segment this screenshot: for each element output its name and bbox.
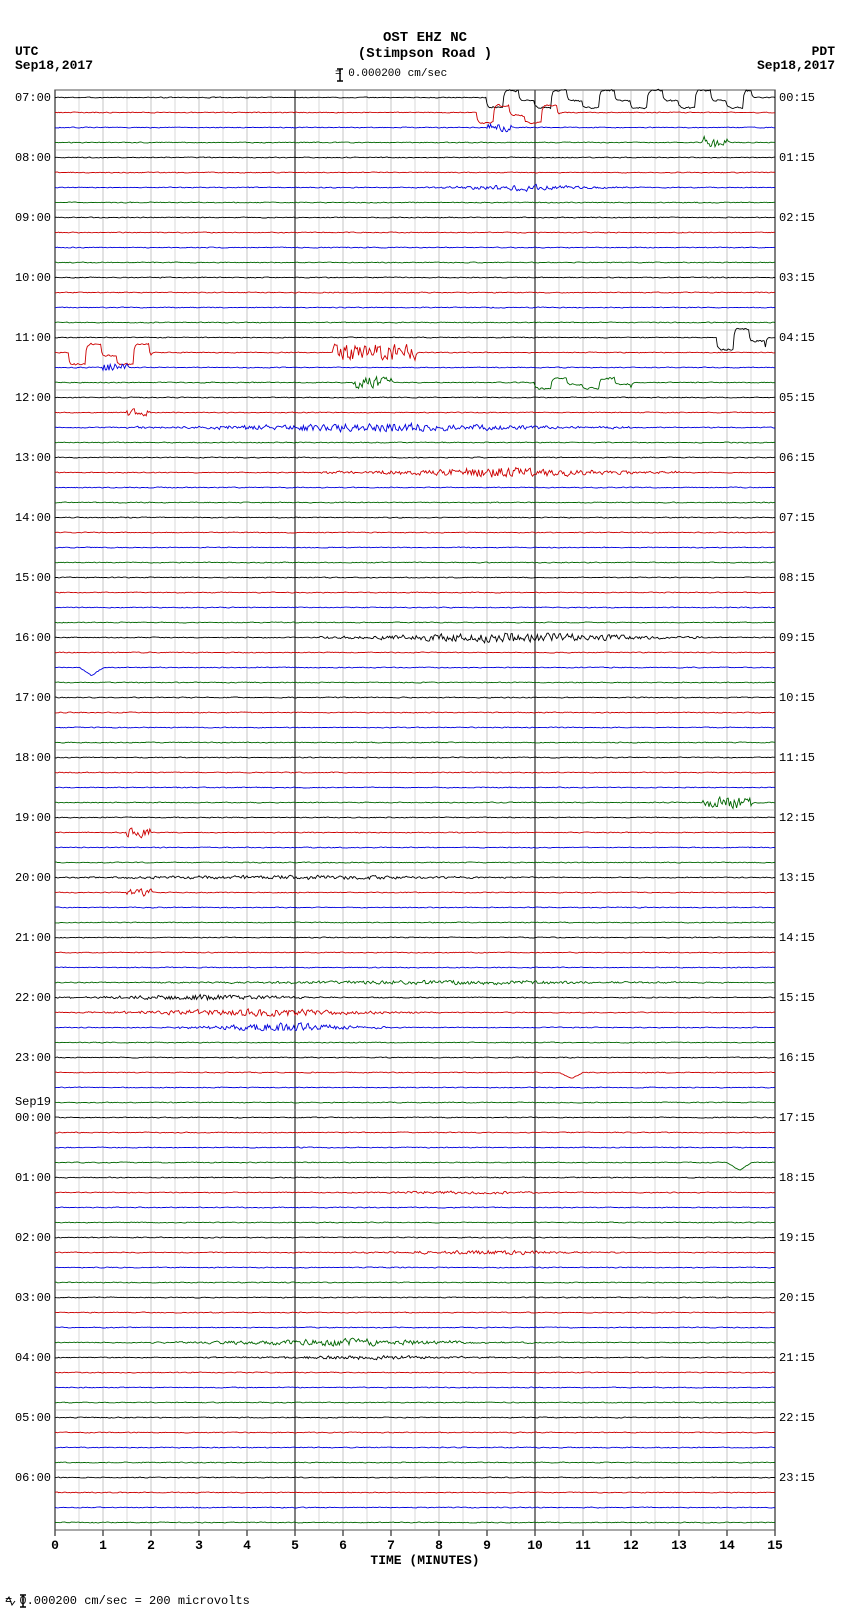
left-time-label: 13:00	[15, 451, 51, 465]
right-time-label: 11:15	[779, 751, 815, 765]
left-time-label: 08:00	[15, 151, 51, 165]
right-time-label: 15:15	[779, 991, 815, 1005]
right-time-label: 20:15	[779, 1291, 815, 1305]
left-time-label: 14:00	[15, 511, 51, 525]
left-time-label: 07:00	[15, 91, 51, 105]
right-time-label: 01:15	[779, 151, 815, 165]
x-tick-label: 2	[141, 1538, 161, 1553]
right-time-label: 00:15	[779, 91, 815, 105]
x-tick-label: 4	[237, 1538, 257, 1553]
right-time-label: 07:15	[779, 511, 815, 525]
right-time-label: 05:15	[779, 391, 815, 405]
right-time-label: 12:15	[779, 811, 815, 825]
x-tick-label: 13	[669, 1538, 689, 1553]
x-tick-label: 14	[717, 1538, 737, 1553]
left-time-label: 16:00	[15, 631, 51, 645]
plot-area	[0, 0, 850, 1613]
right-time-label: 08:15	[779, 571, 815, 585]
left-time-label: 06:00	[15, 1471, 51, 1485]
x-tick-label: 9	[477, 1538, 497, 1553]
x-tick-label: 3	[189, 1538, 209, 1553]
footer-scale: = 0.000200 cm/sec = 200 microvolts	[5, 1594, 250, 1608]
left-time-label: 04:00	[15, 1351, 51, 1365]
seismogram-chart: OST EHZ NC (Stimpson Road ) = 0.000200 c…	[0, 0, 850, 1613]
right-time-label: 13:15	[779, 871, 815, 885]
left-time-label: 21:00	[15, 931, 51, 945]
right-time-label: 23:15	[779, 1471, 815, 1485]
x-tick-label: 12	[621, 1538, 641, 1553]
x-tick-label: 11	[573, 1538, 593, 1553]
left-time-label: 22:00	[15, 991, 51, 1005]
x-tick-label: 8	[429, 1538, 449, 1553]
right-time-label: 19:15	[779, 1231, 815, 1245]
x-tick-label: 0	[45, 1538, 65, 1553]
x-axis-label: TIME (MINUTES)	[370, 1553, 479, 1568]
right-time-label: 17:15	[779, 1111, 815, 1125]
x-tick-label: 7	[381, 1538, 401, 1553]
left-date-label: Sep19	[15, 1095, 51, 1109]
x-tick-label: 6	[333, 1538, 353, 1553]
left-time-label: 20:00	[15, 871, 51, 885]
right-time-label: 03:15	[779, 271, 815, 285]
right-time-label: 09:15	[779, 631, 815, 645]
left-time-label: 19:00	[15, 811, 51, 825]
left-time-label: 18:00	[15, 751, 51, 765]
footer-scale-text: = 0.000200 cm/sec = 200 microvolts	[5, 1594, 250, 1608]
left-time-label: 12:00	[15, 391, 51, 405]
right-time-label: 16:15	[779, 1051, 815, 1065]
left-time-label: 00:00	[15, 1111, 51, 1125]
x-tick-label: 15	[765, 1538, 785, 1553]
x-tick-label: 10	[525, 1538, 545, 1553]
right-time-label: 04:15	[779, 331, 815, 345]
left-time-label: 23:00	[15, 1051, 51, 1065]
right-time-label: 14:15	[779, 931, 815, 945]
left-time-label: 11:00	[15, 331, 51, 345]
left-time-label: 10:00	[15, 271, 51, 285]
right-time-label: 02:15	[779, 211, 815, 225]
left-time-label: 01:00	[15, 1171, 51, 1185]
left-time-label: 03:00	[15, 1291, 51, 1305]
x-tick-label: 1	[93, 1538, 113, 1553]
left-time-label: 09:00	[15, 211, 51, 225]
right-time-label: 06:15	[779, 451, 815, 465]
right-time-label: 22:15	[779, 1411, 815, 1425]
left-time-label: 17:00	[15, 691, 51, 705]
left-time-label: 15:00	[15, 571, 51, 585]
right-time-label: 21:15	[779, 1351, 815, 1365]
left-time-label: 02:00	[15, 1231, 51, 1245]
x-tick-label: 5	[285, 1538, 305, 1553]
right-time-label: 10:15	[779, 691, 815, 705]
left-time-label: 05:00	[15, 1411, 51, 1425]
right-time-label: 18:15	[779, 1171, 815, 1185]
